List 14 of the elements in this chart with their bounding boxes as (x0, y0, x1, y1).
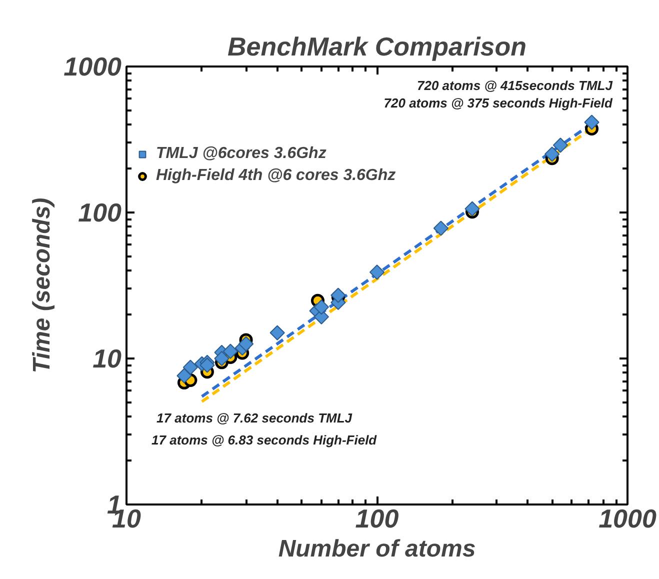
annotation: 720 atoms @ 375 seconds High-Field (384, 95, 614, 110)
annotation: 17 atoms @ 7.62 seconds TMLJ (156, 410, 353, 426)
y-tick-label: 1000 (64, 52, 122, 82)
chart-title: BenchMark Comparison (227, 32, 527, 62)
annotation: 17 atoms @ 6.83 seconds High-Field (152, 432, 378, 448)
y-axis-title: Time (seconds) (28, 198, 56, 374)
legend-label: TMLJ @6cores 3.6Ghz (156, 145, 326, 163)
legend-label: High-Field 4th @6 cores 3.6Ghz (156, 167, 396, 185)
y-tick-label: 10 (92, 344, 122, 374)
y-tick-label: 100 (78, 198, 122, 228)
x-axis-title: Number of atoms (278, 536, 476, 562)
x-tick-label: 1000 (598, 504, 657, 534)
annotation: 720 atoms @ 415seconds TMLJ (416, 78, 614, 93)
x-tick-label: 100 (355, 504, 400, 534)
